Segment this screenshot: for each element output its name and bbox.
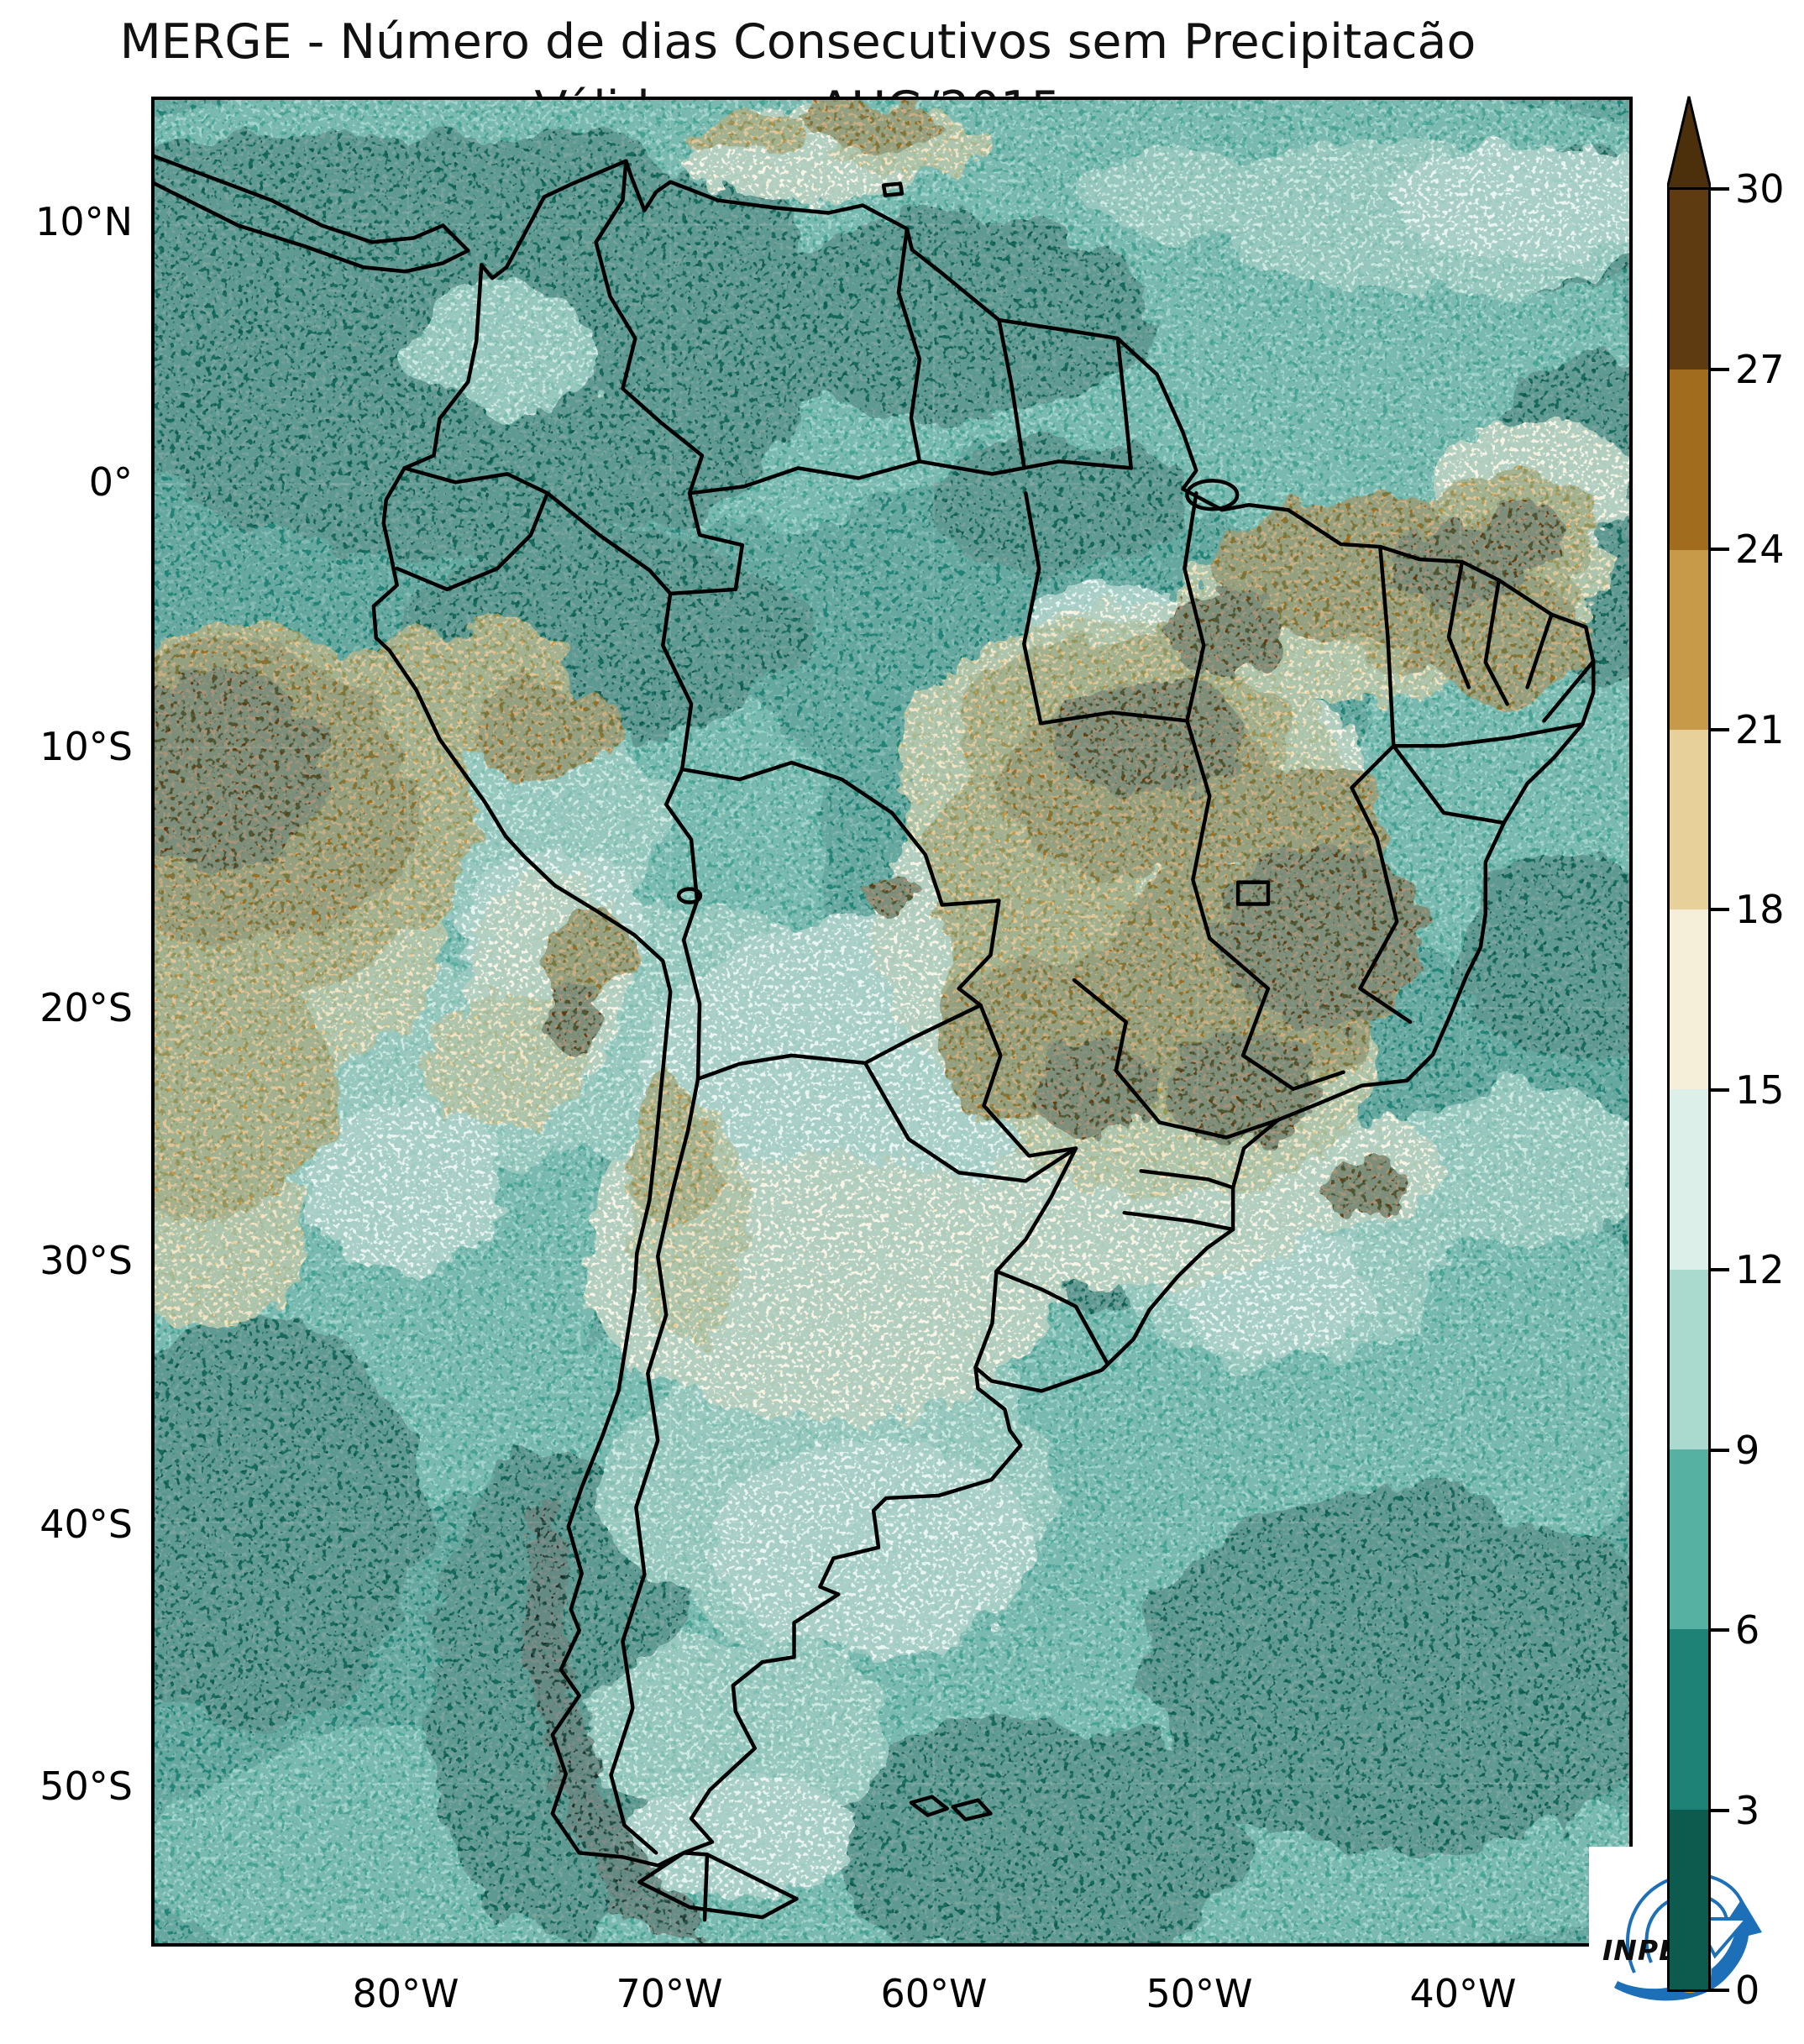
lon-tick-50w: 50°W: [1146, 1971, 1253, 2016]
colorbar-segment-24-27: [1670, 369, 1708, 550]
map-raster-svg: [155, 100, 1629, 1943]
colorbar-segment-0-3: [1670, 1809, 1708, 1989]
colorbar-tickmark: [1711, 1989, 1729, 1992]
colorbar-segment-18-21: [1670, 729, 1708, 910]
colorbar-segment-27-30: [1670, 190, 1708, 370]
colorbar-tick-3: 3: [1735, 1788, 1760, 1833]
map-panel: INPE: [151, 97, 1777, 2017]
colorbar: [1667, 187, 1711, 1992]
colorbar-tick-21: 21: [1735, 707, 1785, 752]
colorbar-segment-3-6: [1670, 1629, 1708, 1810]
colorbar-tick-0: 0: [1735, 1968, 1760, 2013]
lat-tick-40s: 40°S: [39, 1502, 133, 1547]
colorbar-tick-12: 12: [1735, 1247, 1785, 1292]
colorbar-tick-15: 15: [1735, 1067, 1785, 1113]
lon-tick-80w: 80°W: [352, 1971, 459, 2016]
colorbar-segment-6-9: [1670, 1449, 1708, 1630]
lat-tick-0: 0°: [88, 459, 133, 505]
lat-tick-10n: 10°N: [35, 199, 133, 244]
colorbar-tick-6: 6: [1735, 1607, 1760, 1653]
lat-tick-10s: 10°S: [39, 724, 133, 769]
colorbar-tickmark: [1711, 1268, 1729, 1271]
colorbar-tickmark: [1711, 548, 1729, 551]
country-borders: [155, 154, 1596, 1922]
lon-tick-60w: 60°W: [880, 1971, 988, 2016]
colorbar-tickmark: [1711, 1809, 1729, 1812]
colorbar-tick-27: 27: [1735, 347, 1785, 392]
title-line-1: MERGE - Número de dias Consecutivos sem …: [119, 14, 1476, 70]
colorbar-segment-9-12: [1670, 1269, 1708, 1450]
lat-tick-20s: 20°S: [39, 985, 133, 1030]
grain-dark: [155, 100, 1629, 1943]
lat-tick-30s: 30°S: [39, 1238, 133, 1283]
colorbar-arrow-shape: [1667, 96, 1711, 189]
colorbar-tick-9: 9: [1735, 1428, 1760, 1473]
graticule: [155, 100, 1629, 1943]
colorbar-tickmark: [1711, 1449, 1729, 1452]
lat-tick-50s: 50°S: [39, 1764, 133, 1809]
colorbar-tickmark: [1711, 368, 1729, 371]
colorbar-tickmark: [1711, 1628, 1729, 1632]
colorbar-overflow-arrow-icon: [1667, 96, 1711, 189]
colorbar-tickmark: [1711, 187, 1729, 191]
state-borders: [1022, 491, 1596, 1232]
colorbar-segment-15-18: [1670, 909, 1708, 1090]
colorbar-segment-21-24: [1670, 549, 1708, 730]
colorbar-segment-12-15: [1670, 1089, 1708, 1270]
colorbar-tickmark: [1711, 728, 1729, 731]
colorbar-tick-18: 18: [1735, 887, 1785, 932]
colorbar-tick-24: 24: [1735, 527, 1785, 572]
lon-tick-40w: 40°W: [1409, 1971, 1517, 2016]
colorbar-tickmark: [1711, 1088, 1729, 1092]
colorbar-tick-30: 30: [1735, 166, 1785, 212]
lon-tick-70w: 70°W: [616, 1971, 723, 2016]
inpe-logo-label: INPE: [1602, 1934, 1679, 1967]
colorbar-tickmark: [1711, 908, 1729, 911]
